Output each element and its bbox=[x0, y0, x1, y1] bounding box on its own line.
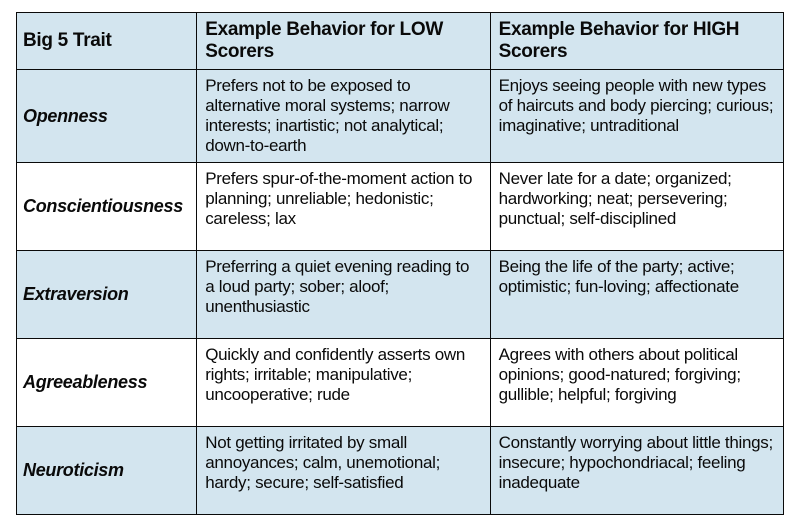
table-row: ConscientiousnessPrefers spur-of-the-mom… bbox=[17, 162, 784, 250]
low-scorer-behavior: Prefers not to be exposed to alternative… bbox=[197, 70, 490, 163]
column-header-high: Example Behavior for HIGH Scorers bbox=[490, 13, 783, 70]
high-scorer-behavior: Agrees with others about political opini… bbox=[490, 338, 783, 426]
table-row: NeuroticismNot getting irritated by smal… bbox=[17, 426, 784, 514]
trait-name: Neuroticism bbox=[17, 426, 197, 514]
table-row: ExtraversionPreferring a quiet evening r… bbox=[17, 250, 784, 338]
trait-name: Agreeableness bbox=[17, 338, 197, 426]
low-scorer-behavior: Preferring a quiet evening reading to a … bbox=[197, 250, 490, 338]
high-scorer-behavior: Enjoys seeing people with new types of h… bbox=[490, 70, 783, 163]
table-row: OpennessPrefers not to be exposed to alt… bbox=[17, 70, 784, 163]
column-header-low: Example Behavior for LOW Scorers bbox=[197, 13, 490, 70]
high-scorer-behavior: Constantly worrying about little things;… bbox=[490, 426, 783, 514]
low-scorer-behavior: Not getting irritated by small annoyance… bbox=[197, 426, 490, 514]
trait-name: Extraversion bbox=[17, 250, 197, 338]
low-scorer-behavior: Prefers spur-of-the-moment action to pla… bbox=[197, 162, 490, 250]
high-scorer-behavior: Being the life of the party; active; opt… bbox=[490, 250, 783, 338]
column-header-trait: Big 5 Trait bbox=[17, 13, 197, 70]
trait-name: Conscientiousness bbox=[17, 162, 197, 250]
high-scorer-behavior: Never late for a date; organized; hardwo… bbox=[490, 162, 783, 250]
big5-traits-table: Big 5 Trait Example Behavior for LOW Sco… bbox=[16, 12, 784, 515]
table-row: AgreeablenessQuickly and confidently ass… bbox=[17, 338, 784, 426]
trait-name: Openness bbox=[17, 70, 197, 163]
low-scorer-behavior: Quickly and confidently asserts own righ… bbox=[197, 338, 490, 426]
table-header-row: Big 5 Trait Example Behavior for LOW Sco… bbox=[17, 13, 784, 70]
table-body: OpennessPrefers not to be exposed to alt… bbox=[17, 70, 784, 515]
